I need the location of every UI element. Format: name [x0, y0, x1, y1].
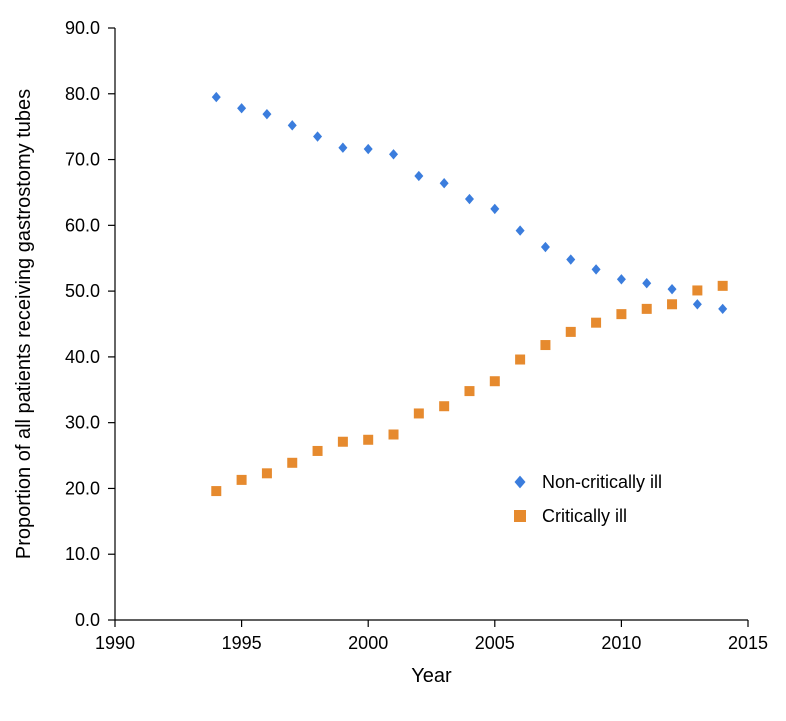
data-point-critically_ill: [566, 327, 576, 337]
scatter-chart: 1990 1995 2000 2005 2010 2015 0.0 10.0 20.0 30.0 4…: [0, 0, 786, 721]
y-tick-label: 80.0: [65, 84, 100, 104]
x-tick-label: 2015: [728, 633, 768, 653]
y-tick-label: 60.0: [65, 215, 100, 235]
x-tick-label: 2005: [475, 633, 515, 653]
data-point-critically_ill: [211, 486, 221, 496]
data-point-critically_ill: [718, 281, 728, 291]
data-point-critically_ill: [490, 376, 500, 386]
data-point-critically_ill: [464, 386, 474, 396]
data-point-critically_ill: [363, 435, 373, 445]
chart-container: 1990 1995 2000 2005 2010 2015 0.0 10.0 20.0 30.0 4…: [0, 0, 786, 721]
data-point-critically_ill: [237, 475, 247, 485]
x-tick-label: 2010: [601, 633, 641, 653]
data-point-critically_ill: [692, 285, 702, 295]
x-axis-label: Year: [411, 665, 452, 687]
data-point-critically_ill: [389, 430, 399, 440]
data-point-critically_ill: [414, 408, 424, 418]
legend-label-non_critically_ill: Non-critically ill: [542, 472, 662, 492]
data-point-critically_ill: [287, 458, 297, 468]
legend-label-critically_ill: Critically ill: [542, 506, 627, 526]
y-tick-label: 90.0: [65, 18, 100, 38]
y-tick-label: 70.0: [65, 150, 100, 170]
y-tick-label: 0.0: [75, 610, 100, 630]
data-point-critically_ill: [642, 304, 652, 314]
x-tick-label: 1990: [95, 633, 135, 653]
data-point-critically_ill: [439, 401, 449, 411]
y-axis-label: Proportion of all patients receiving gas…: [13, 89, 35, 559]
y-tick-label: 10.0: [65, 544, 100, 564]
x-tick-label: 2000: [348, 633, 388, 653]
y-tick-label: 40.0: [65, 347, 100, 367]
data-point-critically_ill: [540, 340, 550, 350]
data-point-critically_ill: [515, 355, 525, 365]
data-point-critically_ill: [313, 446, 323, 456]
x-tick-label: 1995: [222, 633, 262, 653]
data-point-critically_ill: [616, 309, 626, 319]
data-point-critically_ill: [591, 318, 601, 328]
y-tick-label: 30.0: [65, 413, 100, 433]
data-point-critically_ill: [262, 468, 272, 478]
y-tick-label: 50.0: [65, 281, 100, 301]
data-point-critically_ill: [667, 299, 677, 309]
legend-marker-critically_ill: [514, 510, 526, 522]
data-point-critically_ill: [338, 437, 348, 447]
y-tick-label: 20.0: [65, 478, 100, 498]
